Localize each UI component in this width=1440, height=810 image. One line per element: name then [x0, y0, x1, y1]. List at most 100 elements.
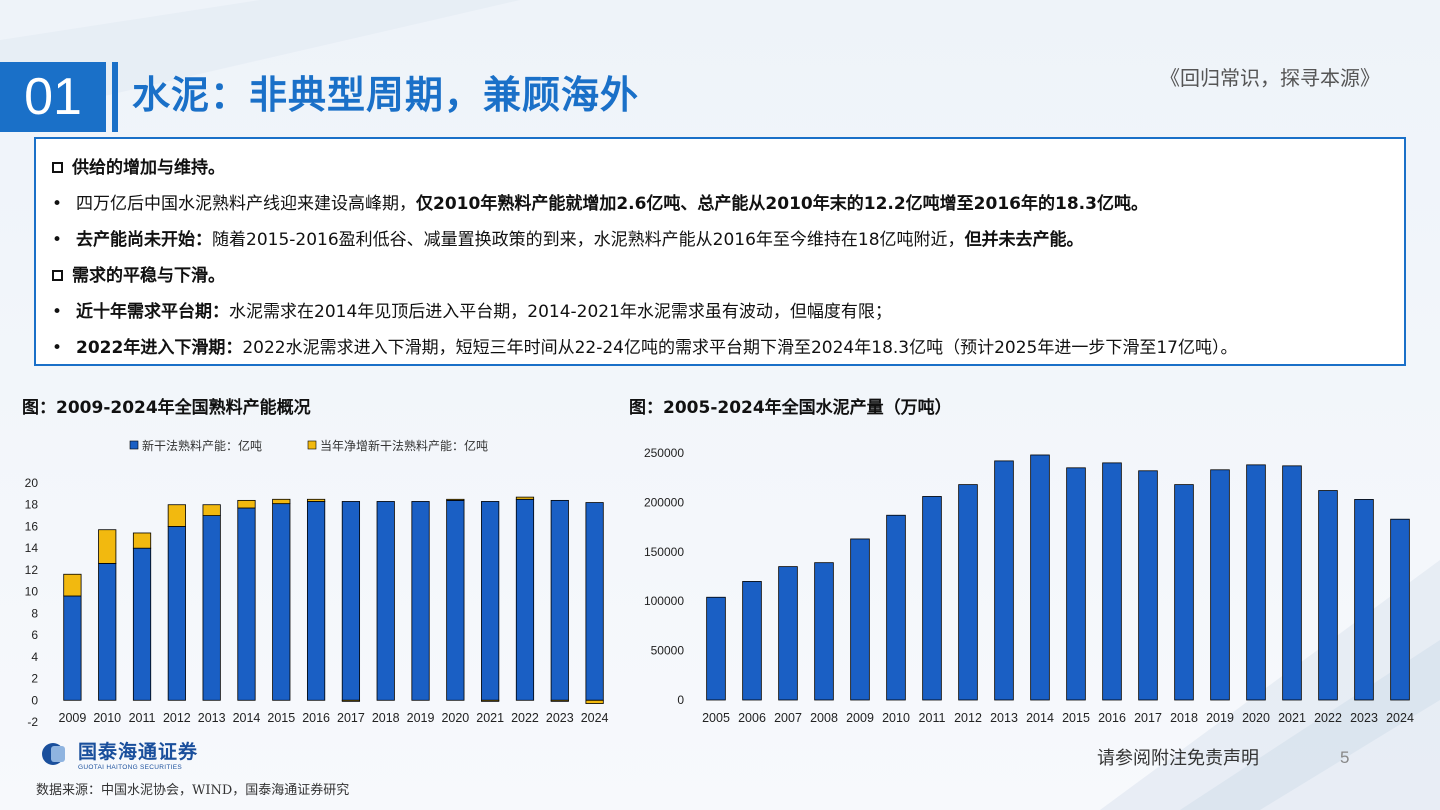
chart1-title: 图：2009-2024年全国熟料产能概况: [22, 398, 311, 418]
x-tick-label: 2020: [1242, 711, 1270, 725]
y-tick-label: 12: [25, 563, 39, 577]
bar-capacity: [63, 595, 82, 701]
y-tick-label: 20: [25, 476, 39, 490]
x-tick-label: 2020: [441, 711, 469, 725]
legend-swatch: [129, 440, 139, 450]
y-tick-label: 14: [25, 541, 39, 555]
y-tick-label: 250000: [644, 446, 684, 460]
bar-net-increase: [550, 699, 569, 702]
bar-capacity: [446, 499, 465, 701]
square-bullet-icon: [52, 162, 63, 173]
bar-capacity: [411, 501, 430, 701]
bar-output: [1066, 467, 1086, 701]
y-tick-label: -2: [27, 715, 38, 729]
bar-output: [1354, 499, 1374, 701]
x-tick-label: 2010: [882, 711, 910, 725]
bar-output: [1282, 465, 1302, 701]
bar-output: [814, 562, 834, 701]
x-tick-label: 2017: [337, 711, 365, 725]
page-number: 5: [1340, 748, 1350, 767]
page-title: 水泥：非典型周期，兼顾海外: [132, 73, 640, 117]
bar-capacity: [237, 507, 256, 701]
y-tick-label: 150000: [644, 545, 684, 559]
x-tick-label: 2015: [267, 711, 295, 725]
x-tick-label: 2024: [581, 711, 609, 725]
bar-output: [850, 538, 870, 701]
legend-label: 新干法熟料产能：亿吨: [142, 438, 262, 453]
x-tick-label: 2016: [1098, 711, 1126, 725]
bar-output: [1174, 484, 1194, 701]
bar-net-increase: [306, 498, 326, 502]
title-accent-bar: [112, 62, 118, 132]
y-tick-label: 16: [25, 519, 39, 533]
x-tick-label: 2014: [233, 711, 261, 725]
x-tick-label: 2009: [846, 711, 874, 725]
x-tick-label: 2012: [954, 711, 982, 725]
x-tick-label: 2012: [163, 711, 191, 725]
y-tick-label: 6: [31, 628, 38, 642]
x-tick-label: 2013: [990, 711, 1018, 725]
bar-capacity: [376, 501, 395, 701]
bar-output: [742, 581, 762, 701]
heading-demand: 需求的平稳与下滑。: [52, 261, 225, 286]
y-tick-label: 200000: [644, 495, 684, 509]
bar-output: [1390, 518, 1410, 701]
x-tick-label: 2013: [198, 711, 226, 725]
bar-capacity: [481, 501, 500, 701]
bar-output: [778, 566, 798, 701]
cement-output-chart: 0 50000 100000 150000 200000 250000 2005 2006 20…: [644, 446, 1414, 725]
x-tick-label: 2005: [702, 711, 730, 725]
x-tick-label: 2018: [372, 711, 400, 725]
bar-capacity: [306, 501, 326, 701]
y-tick-label: 0: [677, 693, 684, 707]
x-tick-label: 2016: [302, 711, 330, 725]
bar-net-increase: [237, 499, 256, 509]
bar-capacity: [272, 503, 291, 701]
bullet-demand-2: • 2022年进入下滑期：2022水泥需求进入下滑期，短短三年时间从22-24亿吨…: [52, 338, 1238, 358]
x-tick-label: 2018: [1170, 711, 1198, 725]
bar-capacity: [98, 562, 117, 701]
bullet-supply-2: • 去产能尚未开始：随着2015-2016盈利低谷、减量置换政策的到来，水泥熟料产…: [52, 230, 1084, 250]
x-tick-label: 2019: [1206, 711, 1234, 725]
bar-output: [1318, 490, 1338, 701]
bar-net-increase: [98, 529, 117, 564]
bar-output: [1138, 470, 1158, 701]
bar-output: [1210, 469, 1230, 701]
x-tick-label: 2015: [1062, 711, 1090, 725]
x-tick-label: 2023: [1350, 711, 1378, 725]
bar-net-increase: [515, 496, 535, 500]
x-tick-label: 2019: [407, 711, 435, 725]
x-tick-label: 2009: [59, 711, 87, 725]
bar-net-increase: [446, 498, 465, 501]
legend-label: 当年净增新干法熟料产能：亿吨: [320, 438, 488, 453]
y-tick-label: 18: [25, 498, 39, 512]
bar-capacity: [585, 502, 604, 701]
bar-output: [922, 496, 942, 701]
bar-output: [958, 484, 978, 701]
y-tick-label: 8: [31, 606, 38, 620]
y-tick-label: 100000: [644, 594, 684, 608]
summary-box: 供给的增加与维持。 • 四万亿后中国水泥熟料产线迎来建设高峰期，仅2010年熟料产…: [34, 137, 1406, 366]
square-bullet-icon: [52, 270, 63, 281]
company-logo: 国泰海通证券 GUOTAI HAITONG SECURITIES: [42, 737, 198, 771]
bar-capacity: [515, 498, 535, 701]
bar-net-increase: [585, 699, 604, 704]
disclaimer-link[interactable]: 请参阅附注免责声明: [1097, 748, 1259, 769]
bar-net-increase: [272, 498, 291, 505]
bar-output: [994, 460, 1014, 701]
x-tick-label: 2023: [546, 711, 574, 725]
clinker-capacity-chart: -2 0 2 4 6 8 10 12 14 16 18 20 2009 2010 2011 2012 2013 2…: [25, 438, 609, 729]
y-tick-label: 50000: [651, 644, 685, 658]
bar-net-increase: [167, 504, 186, 527]
bullet-supply-1: • 四万亿后中国水泥熟料产线迎来建设高峰期，仅2010年熟料产能就增加2.6亿吨、…: [52, 194, 1148, 214]
bar-capacity: [132, 547, 152, 701]
bar-capacity: [341, 501, 361, 701]
x-tick-label: 2010: [93, 711, 121, 725]
logo-mark-icon: [42, 741, 72, 767]
bar-output: [1102, 462, 1122, 701]
chart2-title: 图：2005-2024年全国水泥产量（万吨）: [629, 398, 952, 418]
bar-net-increase: [481, 699, 500, 702]
bar-capacity: [550, 499, 569, 701]
x-tick-label: 2024: [1386, 711, 1414, 725]
y-tick-label: 10: [25, 585, 39, 599]
